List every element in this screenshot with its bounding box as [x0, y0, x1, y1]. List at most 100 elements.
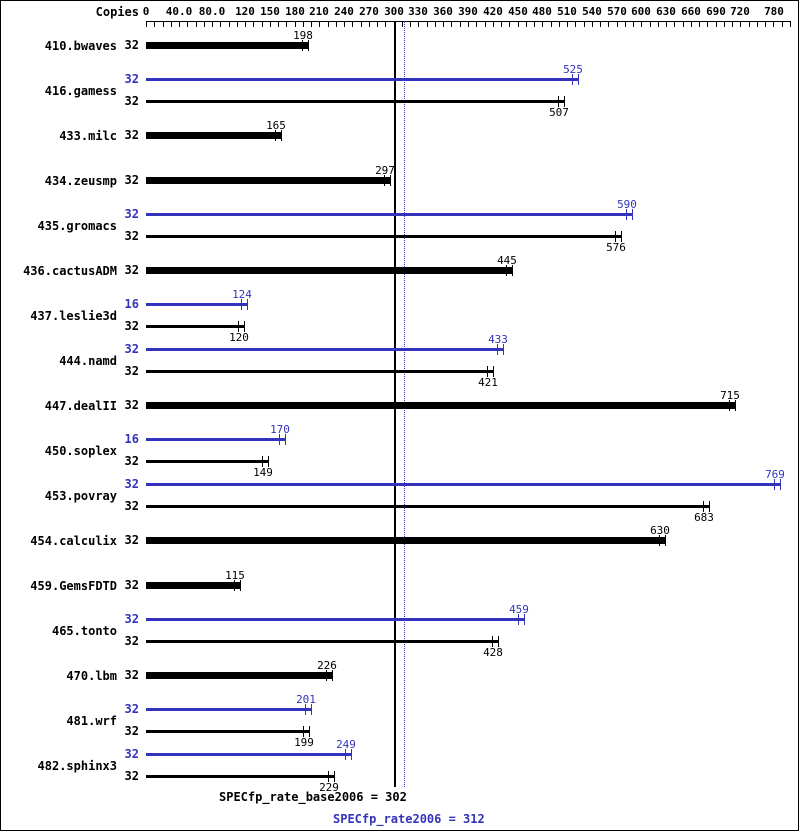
run-tick: [247, 299, 248, 310]
benchmark-name: 447.dealII: [44, 399, 117, 413]
benchmark-name: 459.GemsFDTD: [30, 579, 117, 593]
value-label: 120: [229, 331, 249, 344]
run-tick: [244, 321, 245, 332]
axis-tick: [468, 21, 469, 27]
copies-label: 32: [124, 319, 139, 333]
axis-tick: [716, 21, 717, 27]
run-tick: [332, 670, 333, 681]
value-label: 590: [617, 198, 637, 211]
axis-tick: [757, 21, 758, 27]
run-tick: [305, 704, 306, 715]
copies-label: 32: [124, 398, 139, 412]
run-tick: [524, 614, 525, 625]
run-tick: [285, 434, 286, 445]
value-label: 124: [232, 288, 252, 301]
axis-tick: [418, 21, 419, 27]
copies-label: 16: [124, 297, 139, 311]
run-tick: [780, 479, 781, 490]
axis-tick: [501, 21, 502, 27]
value-label: 433: [488, 333, 508, 346]
value-label: 229: [319, 781, 339, 794]
value-label: 198: [293, 29, 313, 42]
value-label: 769: [765, 468, 785, 481]
bar-base: [146, 640, 499, 643]
value-label: 170: [270, 423, 290, 436]
axis-tick: [732, 21, 733, 27]
run-tick: [281, 130, 282, 141]
axis-label: 150: [260, 5, 280, 18]
bar-base: [146, 235, 622, 238]
axis-tick: [336, 21, 337, 27]
bar-base: [146, 505, 710, 508]
value-label: 226: [317, 659, 337, 672]
axis-tick: [592, 21, 593, 27]
value-label: 683: [694, 511, 714, 524]
bar-base: [146, 370, 494, 373]
copies-label: 32: [124, 263, 139, 277]
value-label: 115: [225, 569, 245, 582]
axis-label: 660: [681, 5, 701, 18]
axis-tick: [352, 21, 353, 27]
axis-tick: [658, 21, 659, 27]
benchmark-name: 436.cactusADM: [23, 264, 117, 278]
axis-tick: [245, 21, 246, 27]
run-tick: [564, 96, 565, 107]
run-tick: [240, 580, 241, 591]
run-tick: [487, 366, 488, 377]
run-tick: [309, 726, 310, 737]
axis-tick: [534, 21, 535, 27]
axis-tick: [666, 21, 667, 27]
benchmark-name: 444.namd: [59, 354, 117, 368]
axis-tick: [683, 21, 684, 27]
run-tick: [498, 636, 499, 647]
copies-label: 32: [124, 769, 139, 783]
axis-label: 690: [706, 5, 726, 18]
axis-label: 180: [285, 5, 305, 18]
axis-tick: [749, 21, 750, 27]
run-tick: [492, 636, 493, 647]
run-tick: [572, 74, 573, 85]
copies-label: 32: [124, 207, 139, 221]
axis-tick: [212, 21, 213, 27]
axis-tick: [237, 21, 238, 27]
bar-base: [146, 730, 310, 733]
axis-tick: [187, 21, 188, 27]
bar-single: [146, 177, 391, 184]
axis-tick: [460, 21, 461, 27]
value-label: 199: [294, 736, 314, 749]
copies-label: 32: [124, 364, 139, 378]
axis-tick: [377, 21, 378, 27]
axis-tick: [154, 21, 155, 27]
benchmark-name: 481.wrf: [66, 714, 117, 728]
bar-single: [146, 42, 309, 49]
axis-label: 120: [235, 5, 255, 18]
axis-tick: [163, 21, 164, 27]
run-tick: [665, 535, 666, 546]
axis-label: 600: [631, 5, 651, 18]
axis-tick: [344, 21, 345, 27]
benchmark-name: 450.soplex: [44, 444, 117, 458]
bar-peak: [146, 348, 504, 351]
run-tick: [345, 749, 346, 760]
axis-tick: [171, 21, 172, 27]
bar-single: [146, 402, 736, 409]
run-tick: [729, 400, 730, 411]
run-tick: [390, 175, 391, 186]
run-tick: [503, 344, 504, 355]
axis-label: 780: [764, 5, 784, 18]
bar-peak: [146, 708, 312, 711]
run-tick: [303, 726, 304, 737]
run-tick: [506, 265, 507, 276]
axis-tick: [146, 21, 147, 27]
copies-label: 32: [124, 454, 139, 468]
axis-tick: [476, 21, 477, 27]
copies-label: 32: [124, 634, 139, 648]
benchmark-name: 416.gamess: [44, 84, 117, 98]
bar-peak: [146, 753, 352, 756]
axis-tick: [485, 21, 486, 27]
copies-label: 32: [124, 94, 139, 108]
axis-tick: [493, 21, 494, 27]
axis-tick: [633, 21, 634, 27]
axis-tick: [617, 21, 618, 27]
